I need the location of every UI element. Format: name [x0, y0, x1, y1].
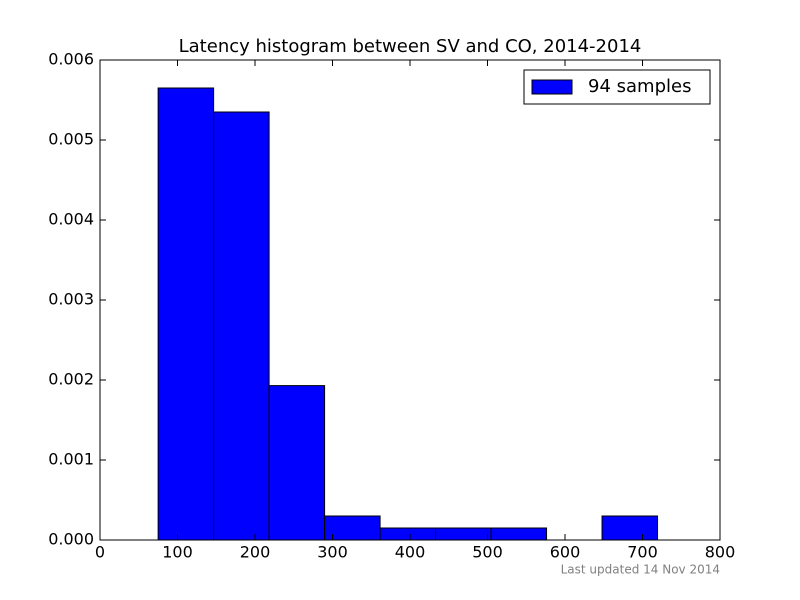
x-tick-label: 0 — [95, 543, 105, 562]
bar — [601, 515, 659, 541]
legend-label: 94 samples — [588, 76, 691, 97]
y-tick-label: 0.005 — [48, 130, 94, 149]
x-tick-label: 100 — [162, 543, 193, 562]
x-tick-label: 400 — [395, 543, 426, 562]
y-tick-label: 0.000 — [48, 530, 94, 549]
bar — [324, 515, 381, 541]
x-tick-label: 300 — [317, 543, 348, 562]
bar — [157, 87, 215, 541]
x-tick-label: 500 — [472, 543, 503, 562]
bar — [435, 527, 492, 541]
x-tick-label: 700 — [627, 543, 658, 562]
bar — [490, 527, 548, 541]
chart-title: Latency histogram between SV and CO, 201… — [179, 36, 642, 57]
x-tick-label: 200 — [240, 543, 271, 562]
y-tick-label: 0.001 — [48, 450, 94, 469]
bar — [213, 111, 270, 541]
y-tick-label: 0.006 — [48, 50, 94, 69]
footnote: Last updated 14 Nov 2014 — [561, 563, 720, 577]
bar — [379, 527, 437, 541]
x-tick-label: 600 — [550, 543, 581, 562]
bar — [268, 385, 326, 541]
legend-swatch — [531, 79, 573, 95]
y-tick-label: 0.003 — [48, 290, 94, 309]
y-tick-label: 0.002 — [48, 370, 94, 389]
y-tick-label: 0.004 — [48, 210, 94, 229]
x-tick-label: 800 — [705, 543, 736, 562]
